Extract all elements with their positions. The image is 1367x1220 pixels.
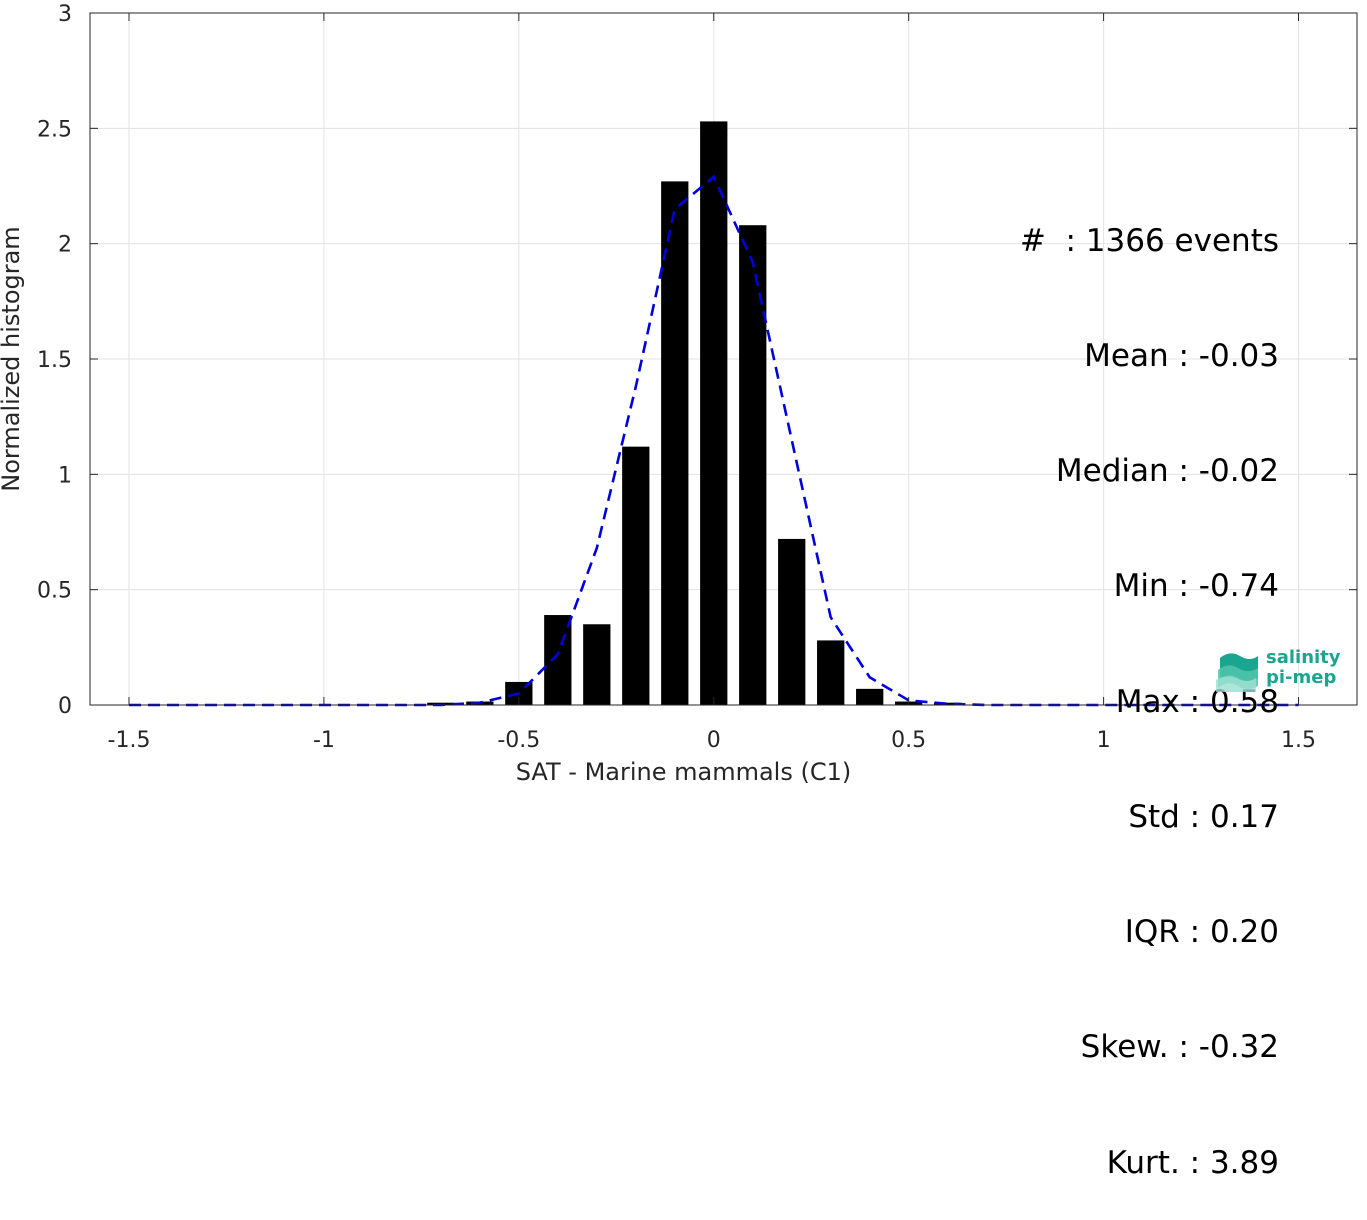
y-tick-label: 1.5 <box>37 348 72 373</box>
y-axis-label: Normalized histogram <box>0 226 25 491</box>
logo-line2: pi-mep <box>1266 667 1337 688</box>
wave-logo-icon <box>1216 653 1258 692</box>
stat-iqr: IQR : 0.20 <box>1124 914 1279 951</box>
histogram-bar <box>661 181 689 706</box>
y-tick-label: 0 <box>58 694 72 719</box>
histogram-bar <box>622 446 650 705</box>
stat-mean: Mean : -0.03 <box>1084 338 1279 375</box>
x-tick-label: 1 <box>1097 728 1111 753</box>
ticks: -1.5 -1 -0.5 0 0.5 1 1.5 0 0.5 1 1.5 2 2.5 3 <box>37 2 1357 753</box>
logo-line1: salinity <box>1266 647 1341 668</box>
y-tick-label: 2.5 <box>37 117 72 142</box>
x-tick-label: 0.5 <box>891 728 926 753</box>
x-tick-label: -1 <box>313 728 335 753</box>
histogram-bar <box>700 121 728 705</box>
y-tick-label: 0.5 <box>37 579 72 604</box>
stat-std: Std : 0.17 <box>1128 798 1279 835</box>
stat-skew: Skew. : -0.32 <box>1080 1029 1279 1066</box>
histogram-bar <box>583 624 611 705</box>
histogram-bar <box>856 688 884 705</box>
y-tick-label: 3 <box>58 2 72 27</box>
x-axis-label: SAT - Marine mammals (C1) <box>516 758 851 785</box>
stat-median: Median : -0.02 <box>1055 453 1279 490</box>
stat-count: # : 1366 events <box>1019 222 1279 259</box>
salinity-pimep-logo: salinity pi-mep <box>1216 646 1346 696</box>
stat-kurt: Kurt. : 3.89 <box>1106 1144 1279 1181</box>
fit-line <box>129 174 1299 707</box>
histogram-bar <box>934 702 962 705</box>
bars <box>427 121 962 706</box>
histogram-bar <box>544 615 572 705</box>
histogram-bar <box>778 538 806 705</box>
y-tick-label: 1 <box>58 463 72 488</box>
histogram-chart: -1.5 -1 -0.5 0 0.5 1 1.5 0 0.5 1 1.5 2 2.5 3 SAT - Ma… <box>0 2 1358 785</box>
x-tick-label: 0 <box>707 728 721 753</box>
histogram-bar <box>817 640 845 705</box>
x-tick-label: -1.5 <box>108 728 151 753</box>
histogram-bar <box>739 225 767 706</box>
stat-min: Min : -0.74 <box>1113 568 1279 605</box>
y-tick-label: 2 <box>58 233 72 258</box>
x-tick-label: -0.5 <box>497 728 540 753</box>
x-tick-label: 1.5 <box>1281 728 1316 753</box>
